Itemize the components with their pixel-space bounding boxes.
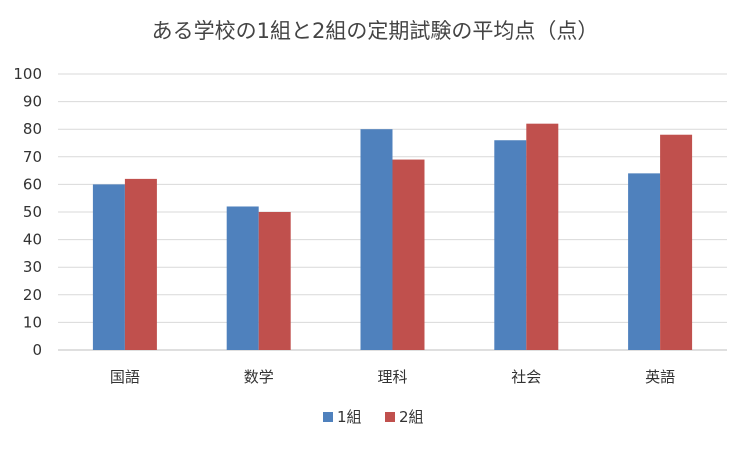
bar-1-2: [226, 206, 259, 350]
bar-1-3: [360, 129, 393, 350]
y-tick-label: 30: [23, 258, 42, 276]
bar-2-5: [660, 134, 693, 350]
y-tick-label: 100: [13, 65, 42, 83]
y-axis-ticks: 0 10 20 30 40 50 60 70 80 90 100: [13, 65, 42, 359]
legend-swatch: [323, 412, 333, 422]
chart-title: ある学校の1組と2組の定期試験の平均点（点）: [152, 19, 599, 43]
y-tick-label: 20: [23, 286, 42, 304]
x-category-label: 数学: [244, 368, 274, 386]
y-tick-label: 70: [23, 148, 42, 166]
legend: 1組 2組: [323, 408, 424, 426]
y-tick-label: 50: [23, 203, 42, 221]
bar-2-3: [392, 159, 425, 350]
y-tick-label: 90: [23, 93, 42, 111]
bar-2-2: [258, 212, 291, 350]
bar-1-4: [494, 140, 527, 350]
x-category-label: 国語: [110, 368, 140, 386]
y-tick-label: 80: [23, 120, 42, 138]
bars: [92, 123, 693, 351]
legend-label: 1組: [337, 408, 362, 426]
x-category-label: 理科: [377, 368, 407, 386]
y-tick-label: 0: [32, 341, 42, 359]
bar-1-5: [628, 173, 661, 350]
x-category-label: 英語: [645, 368, 675, 386]
bar-2-4: [526, 123, 559, 351]
x-axis-categories: 国語 数学 理科 社会 英語: [110, 368, 675, 386]
x-category-label: 社会: [511, 368, 541, 386]
legend-label: 2組: [399, 408, 424, 426]
y-tick-label: 10: [23, 313, 42, 331]
legend-swatch: [385, 412, 395, 422]
bar-2-1: [124, 178, 157, 350]
bar-1-1: [92, 184, 125, 350]
y-tick-label: 60: [23, 175, 42, 193]
y-tick-label: 40: [23, 231, 42, 249]
